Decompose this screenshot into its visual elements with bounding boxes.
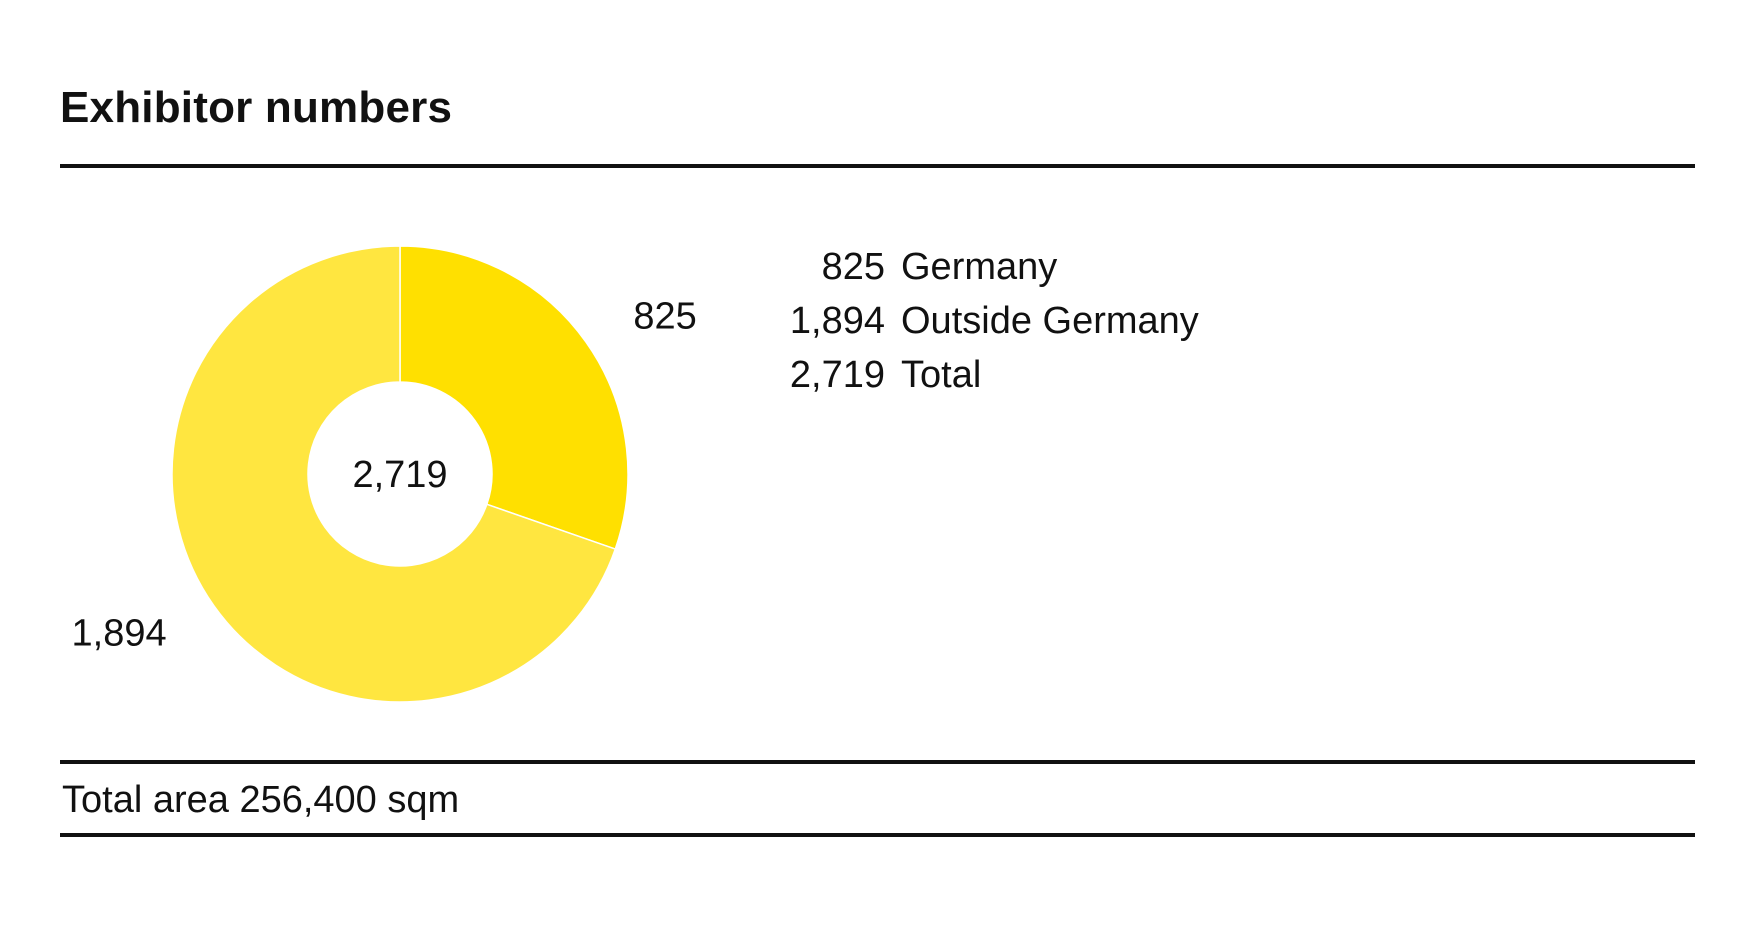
legend-row-outside-germany: 1,894 Outside Germany (700, 294, 1199, 348)
top-divider (60, 164, 1695, 168)
legend-row-germany: 825 Germany (700, 240, 1199, 294)
slice-label-germany: 825 (633, 295, 696, 337)
legend: 825 Germany 1,894 Outside Germany 2,719 … (700, 240, 1199, 402)
footer-total-area: Total area 256,400 sqm (62, 779, 460, 821)
legend-label-germany: Germany (901, 246, 1058, 288)
footer-top-divider (60, 760, 1695, 764)
donut-center-total: 2,719 (352, 454, 447, 496)
legend-value-germany: 825 (821, 246, 885, 288)
legend-value-outside-germany: 1,894 (789, 300, 885, 342)
legend-label-outside-germany: Outside Germany (901, 300, 1199, 342)
legend-row-total: 2,719 Total (700, 348, 1199, 402)
donut-slice-outside-germany (171, 245, 617, 703)
donut-slice-germany (399, 245, 629, 551)
chart-title: Exhibitor numbers (60, 83, 453, 132)
legend-value-total: 2,719 (789, 354, 885, 396)
legend-label-total: Total (901, 354, 982, 396)
slice-label-outside-germany: 1,894 (72, 613, 167, 655)
footer-bottom-divider (60, 833, 1695, 837)
